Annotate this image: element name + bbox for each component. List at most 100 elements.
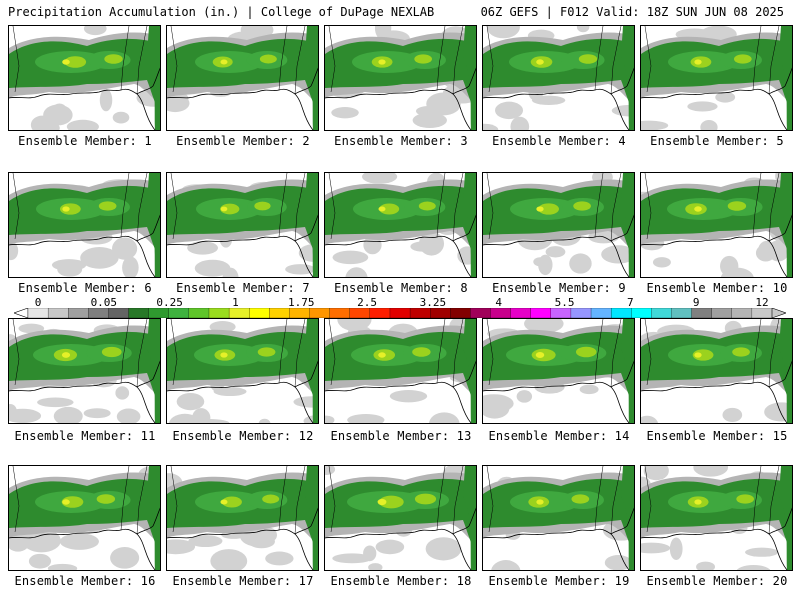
precip-maximum bbox=[736, 494, 755, 504]
state-boundary bbox=[452, 466, 464, 535]
precip-maximum bbox=[412, 347, 431, 357]
coastline bbox=[610, 214, 634, 242]
moderate-precip-area bbox=[305, 26, 318, 130]
trace-precip-area bbox=[210, 549, 248, 570]
trace-precip-area bbox=[604, 555, 632, 570]
member-caption: Ensemble Member: 2 bbox=[176, 134, 310, 148]
state-boundary bbox=[328, 26, 336, 93]
moderate-precip-area bbox=[621, 319, 634, 423]
precip-map bbox=[641, 173, 792, 277]
colorbar-swatch bbox=[550, 308, 572, 318]
map-title: Precipitation Accumulation (in.) | Colle… bbox=[8, 5, 435, 19]
state-boundary bbox=[610, 319, 622, 388]
trace-precip-area bbox=[410, 241, 435, 252]
coastline bbox=[768, 507, 792, 535]
precip-maximum bbox=[61, 496, 84, 508]
colorbar-swatch bbox=[369, 308, 391, 318]
trace-precip-area bbox=[168, 413, 201, 423]
coastline bbox=[610, 507, 634, 535]
colorbar-tick-label: 3.25 bbox=[419, 296, 447, 309]
trace-precip-area bbox=[510, 116, 530, 130]
state-boundary bbox=[752, 26, 762, 91]
precip-maximum-core bbox=[220, 206, 228, 212]
state-boundary bbox=[486, 319, 494, 386]
moderate-precip-area bbox=[621, 26, 634, 130]
ensemble-panel bbox=[166, 465, 319, 571]
ensemble-panel bbox=[166, 25, 319, 131]
trace-precip-area bbox=[491, 560, 521, 570]
precip-maximum bbox=[64, 56, 87, 68]
precip-map bbox=[641, 26, 792, 130]
colorbar-swatch bbox=[570, 308, 592, 318]
coastline bbox=[136, 214, 160, 242]
precip-maximum bbox=[96, 494, 116, 504]
moderate-precip-area bbox=[463, 26, 476, 130]
member-caption: Ensemble Member: 16 bbox=[14, 574, 156, 588]
coastline bbox=[483, 235, 630, 277]
moderate-precip-area bbox=[621, 466, 634, 570]
colorbar-swatch bbox=[309, 308, 331, 318]
trace-precip-area bbox=[494, 101, 524, 120]
run-info: 06Z GEFS | F012 Valid: 18Z SUN JUN 08 20… bbox=[480, 5, 784, 19]
ensemble-panel bbox=[482, 25, 635, 131]
moderate-precip-area bbox=[147, 173, 160, 277]
trace-precip-area bbox=[9, 404, 17, 418]
state-boundary bbox=[170, 26, 178, 93]
trace-precip-area bbox=[487, 26, 520, 39]
state-boundary bbox=[294, 319, 306, 388]
trace-precip-area bbox=[700, 119, 718, 130]
moderate-precip-area bbox=[779, 466, 792, 570]
coastline bbox=[452, 507, 476, 535]
member-caption: Ensemble Member: 3 bbox=[334, 134, 468, 148]
precip-maximum bbox=[733, 54, 752, 64]
trace-precip-area bbox=[209, 321, 236, 333]
colorbar-swatch bbox=[228, 308, 250, 318]
precip-map bbox=[325, 466, 476, 570]
state-boundary bbox=[170, 319, 178, 386]
state-boundary bbox=[452, 173, 464, 242]
colorbar-swatch bbox=[148, 308, 170, 318]
state-boundary bbox=[644, 26, 652, 93]
precip-maximum bbox=[538, 203, 560, 215]
trace-precip-area bbox=[83, 408, 111, 419]
state-boundary bbox=[752, 466, 762, 531]
colorbar-swatch bbox=[389, 308, 411, 318]
state-boundary bbox=[12, 466, 20, 533]
state-boundary bbox=[294, 466, 306, 535]
coastline bbox=[452, 360, 476, 388]
colorbar-swatch bbox=[249, 308, 270, 318]
colorbar-swatch bbox=[470, 308, 491, 318]
ensemble-panel bbox=[324, 318, 477, 424]
trace-precip-area bbox=[483, 123, 499, 130]
trace-precip-area bbox=[569, 253, 592, 274]
precip-maximum bbox=[418, 201, 436, 211]
colorbar-tick-label: 2.5 bbox=[357, 296, 378, 309]
member-caption: Ensemble Member: 20 bbox=[646, 574, 788, 588]
coastline bbox=[136, 67, 160, 95]
coastline bbox=[136, 507, 160, 535]
ensemble-panel bbox=[640, 318, 793, 424]
state-boundary bbox=[594, 319, 604, 384]
precip-map bbox=[483, 173, 634, 277]
precip-maximum bbox=[257, 347, 276, 357]
precip-map bbox=[483, 26, 634, 130]
colorbar-swatch bbox=[430, 308, 451, 318]
coastline bbox=[483, 528, 630, 570]
ensemble-panel bbox=[166, 318, 319, 424]
precip-maximum-core bbox=[694, 499, 702, 505]
trace-precip-area bbox=[611, 104, 634, 117]
coastline bbox=[294, 507, 318, 535]
precip-map bbox=[483, 319, 634, 423]
precip-maximum bbox=[254, 201, 271, 211]
coastline bbox=[768, 67, 792, 95]
member-caption: Ensemble Member: 12 bbox=[172, 429, 314, 443]
precip-maximum bbox=[573, 201, 591, 211]
trace-precip-area bbox=[332, 250, 369, 265]
colorbar-tick-label: 0.25 bbox=[156, 296, 183, 309]
member-caption: Ensemble Member: 15 bbox=[646, 429, 788, 443]
coastline bbox=[452, 214, 476, 242]
precip-maximum-core bbox=[62, 206, 70, 212]
state-boundary bbox=[120, 319, 130, 384]
ensemble-panel bbox=[482, 318, 635, 424]
member-caption: Ensemble Member: 1 bbox=[18, 134, 152, 148]
